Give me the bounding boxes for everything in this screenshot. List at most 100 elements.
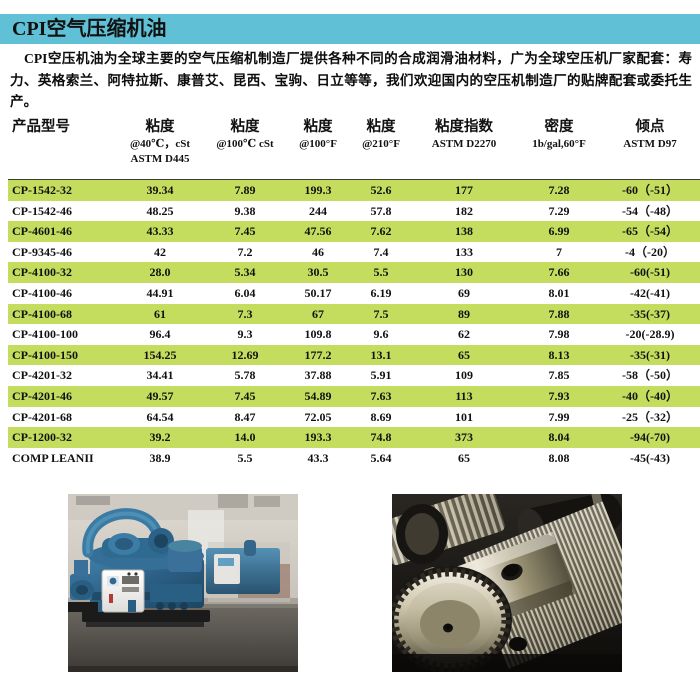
table-row: CP-4601-46 43.33 7.45 47.56 7.62 138 6.99 -65（-… [8,221,700,242]
cell-viscosity-100c: 5.5 [204,447,286,469]
cell-viscosity-210f: 6.19 [350,282,412,304]
cell-viscosity-100f: 30.5 [286,262,350,283]
column-header-viscosity-40c: 粘度 @40℃，cSt ASTM D445 [116,118,204,173]
cell-viscosity-index: 373 [412,427,516,448]
cell-viscosity-index: 133 [412,241,516,263]
table-header-row: 产品型号 粘度 @40℃，cSt ASTM D445 粘度 @100℃ cSt … [8,118,700,173]
cell-flash-point: 540（282） [698,344,700,366]
column-header-viscosity-210f-sub: @210°F [362,138,400,150]
page-title: CPI空气压缩机油 [12,18,167,40]
cell-viscosity-index: 182 [412,200,516,222]
product-spec-table: 产品型号 粘度 @40℃，cSt ASTM D445 粘度 @100℃ cSt … [8,118,700,469]
cell-density: 6.99 [516,221,602,242]
cell-viscosity-210f: 7.63 [350,385,412,407]
photo-strip [0,494,700,680]
cell-model: CP-9345-46 [8,241,116,263]
cell-viscosity-100c: 5.78 [204,365,286,386]
cell-viscosity-40c: 61 [116,303,204,325]
cell-flash-point: 495（257） [698,406,700,428]
cell-pour-point: -35(-31) [602,344,698,366]
cell-viscosity-100c: 7.45 [204,385,286,407]
table-body: CP-1542-32 39.34 7.89 199.3 52.6 177 7.28 -60（-… [8,179,700,469]
cell-pour-point: -60(-51) [602,262,698,283]
cell-viscosity-100c: 9.3 [204,324,286,345]
cell-model: CP-4201-32 [8,365,116,386]
cell-flash-point: 480（249） [698,303,700,325]
cell-viscosity-index: 65 [412,447,516,469]
cell-viscosity-index: 62 [412,324,516,345]
cell-viscosity-100f: 37.88 [286,365,350,386]
column-header-viscosity-210f: 粘度 @210°F [350,118,412,173]
cell-viscosity-100f: 46 [286,241,350,263]
cell-viscosity-100c: 7.89 [204,179,286,201]
table-row: CP-4201-32 34.41 5.78 37.88 5.91 109 7.85 -58（-… [8,365,700,386]
cell-model: CP-1200-32 [8,427,116,448]
cell-viscosity-100c: 5.34 [204,262,286,283]
table-row: CP-4100-32 28.0 5.34 30.5 5.5 130 7.66 -60(-51)… [8,262,700,283]
cell-model: COMP LEANII [8,447,116,469]
cell-viscosity-40c: 28.0 [116,262,204,283]
cell-density: 7.85 [516,365,602,386]
cell-viscosity-100c: 7.45 [204,221,286,242]
cell-viscosity-index: 69 [412,282,516,304]
gear-rotors-photo [392,494,622,672]
cell-density: 7 [516,241,602,263]
cell-flash-point: 475（246） [698,241,700,263]
cell-model: CP-4100-150 [8,344,116,366]
cell-viscosity-100c: 9.38 [204,200,286,222]
cell-viscosity-100f: 50.17 [286,282,350,304]
header-divider [8,173,700,180]
cell-model: CP-4601-46 [8,221,116,242]
cell-viscosity-210f: 74.8 [350,427,412,448]
cell-density: 8.13 [516,344,602,366]
column-header-density-sub: 1b/gal,60°F [532,138,586,150]
table-row: CP-4100-150 154.25 12.69 177.2 13.1 65 8.13 -35… [8,344,700,366]
cell-density: 8.08 [516,447,602,469]
column-header-viscosity-40c-sub2: ASTM D445 [130,153,190,165]
column-header-viscosity-100c: 粘度 @100℃ cSt [204,118,286,173]
cell-model: CP-4100-46 [8,282,116,304]
cell-viscosity-210f: 5.64 [350,447,412,469]
cell-viscosity-40c: 39.34 [116,179,204,201]
column-header-pour-point-sub: ASTM D97 [623,138,677,150]
cell-viscosity-210f: 7.5 [350,303,412,325]
gear-rotors-illustration [392,494,622,672]
cell-flash-point: 525（274） [698,200,700,222]
cell-viscosity-100f: 193.3 [286,427,350,448]
cell-pour-point: -35(-37) [602,303,698,325]
cell-density: 8.01 [516,282,602,304]
cell-viscosity-index: 130 [412,262,516,283]
cell-viscosity-100f: 47.56 [286,221,350,242]
cell-density: 7.66 [516,262,602,283]
cell-pour-point: -54（-48） [602,200,698,222]
column-header-density: 密度 1b/gal,60°F [516,118,602,173]
cell-pour-point: -45(-43) [602,447,698,469]
cell-model: CP-4100-100 [8,324,116,345]
intro-paragraph: CPI空压机油为全球主要的空气压缩机制造厂提供各种不同的合成润滑油材料，广为全球… [10,51,692,109]
cell-flash-point: 515（268） [698,221,700,242]
cell-density: 7.29 [516,200,602,222]
cell-viscosity-210f: 5.5 [350,262,412,283]
table-row: CP-1200-32 39.2 14.0 193.3 74.8 373 8.04 -94(-7… [8,427,700,448]
cell-pour-point: -25（-32） [602,406,698,428]
cell-viscosity-210f: 13.1 [350,344,412,366]
cell-viscosity-40c: 64.54 [116,406,204,428]
column-header-pour-point: 倾点 ASTM D97 [602,118,698,173]
cell-viscosity-index: 89 [412,303,516,325]
cell-viscosity-100f: 43.3 [286,447,350,469]
air-compressor-units-illustration [68,494,298,672]
cell-viscosity-40c: 43.33 [116,221,204,242]
column-header-viscosity-index-main: 粘度指数 [435,119,493,135]
table-row: CP-4201-68 64.54 8.47 72.05 8.69 101 7.99 -25（-… [8,406,700,428]
table-row: CP-4201-46 49.57 7.45 54.89 7.63 113 7.93 -40（-… [8,385,700,407]
table-row: CP-1542-32 39.34 7.89 199.3 52.6 177 7.28 -60（-… [8,179,700,201]
cell-viscosity-100c: 12.69 [204,344,286,366]
column-header-viscosity-index: 粘度指数 ASTM D2270 [412,118,516,173]
cell-density: 8.04 [516,427,602,448]
cell-model: CP-1542-32 [8,179,116,201]
column-header-model: 产品型号 [8,118,116,173]
column-header-viscosity-100c-main: 粘度 [230,119,260,135]
cell-flash-point: 480（249） [698,262,700,283]
cell-viscosity-100f: 244 [286,200,350,222]
cell-viscosity-210f: 9.6 [350,324,412,345]
